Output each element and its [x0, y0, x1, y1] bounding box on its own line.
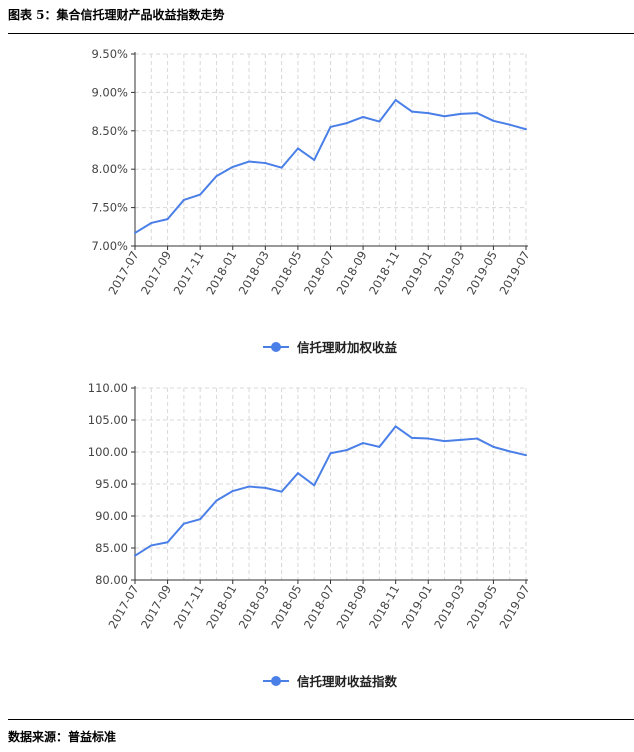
chart1-x-tick-label: 2017-11 [171, 249, 207, 298]
chart1-y-tick-label: 8.50% [91, 124, 128, 138]
chart2-data-point [362, 442, 365, 445]
chart2-data-point [427, 437, 430, 440]
chart2-data-point [280, 490, 283, 493]
chart2-data-point [378, 445, 381, 448]
chart2-data-point [231, 490, 234, 493]
chart1-data-point [427, 112, 430, 115]
chart2-data-point [248, 485, 251, 488]
chart2-x-tick-label: 2017-09 [138, 583, 174, 632]
chart1-data-point [378, 120, 381, 123]
chart1-x-tick-label: 2018-11 [366, 249, 402, 298]
chart1-data-point [280, 166, 283, 169]
chart2-data-point [264, 486, 267, 489]
chart2-x-tick-label: 2018-05 [268, 583, 304, 632]
chart1-x-tick-label: 2019-01 [399, 249, 435, 298]
chart1-x-tick-label: 2018-03 [236, 249, 272, 298]
chart2-y-tick-label: 100.00 [88, 445, 128, 459]
chart1-x-tick-label: 2018-01 [203, 249, 239, 298]
index-line-chart: 80.00 85.00 90.00 95.00 100.00 105.00 110.00 20… [88, 381, 533, 689]
chart2-y-tick-label: 90.00 [95, 509, 128, 523]
chart1-x-tick-label: 2019-03 [431, 249, 467, 298]
chart1-x-tick-label: 2018-09 [334, 249, 370, 298]
chart1-x-tick-label: 2017-07 [105, 249, 141, 298]
chart2-x-tick-label: 2018-11 [366, 583, 402, 632]
chart2-data-point [492, 445, 495, 448]
chart1-data-point [166, 218, 169, 221]
top-rule [8, 33, 634, 34]
chart1-x-tick-label: 2019-05 [464, 248, 500, 297]
chart2-data-point [394, 425, 397, 428]
chart2-data-point [182, 522, 185, 525]
bottom-rule [8, 719, 634, 720]
chart2-data-point [296, 472, 299, 475]
chart2-y-tick-label: 105.00 [88, 413, 128, 427]
chart1-data-point [264, 162, 267, 165]
chart2-y-tick-label: 80.00 [95, 573, 128, 587]
chart1-x-tick-label: 2019-07 [496, 249, 532, 298]
chart2-data-point [150, 544, 153, 547]
chart1-data-point [508, 123, 511, 126]
chart1-data-point [248, 160, 251, 163]
chart1-data-point [134, 231, 136, 234]
chart1-data-point [443, 115, 446, 118]
chart2-data-point [215, 499, 218, 502]
data-source-note: 数据来源：普益标准 [8, 730, 117, 744]
chart1-data-point [199, 193, 202, 196]
chart1-data-point [296, 147, 299, 150]
chart2-data-point [166, 541, 169, 544]
chart1-data-point [362, 115, 365, 118]
chart2-data-point [525, 454, 527, 457]
chart1-y-tick-label: 9.50% [91, 47, 128, 61]
chart1-data-point [313, 158, 316, 161]
chart2-data-point [443, 440, 446, 443]
chart1-data-point [150, 221, 153, 224]
chart2-x-tick-label: 2019-05 [464, 583, 500, 632]
chart2-data-point [476, 437, 479, 440]
chart2-data-point [313, 484, 316, 487]
chart1-data-point [345, 122, 348, 125]
chart1-legend-label: 信托理财加权收益 [297, 340, 398, 355]
chart2-data-point [410, 436, 413, 439]
chart1-data-point [492, 119, 495, 122]
chart1-x-tick-label: 2017-09 [138, 249, 174, 298]
chart1-y-tick-label: 7.50% [91, 201, 128, 215]
chart1-data-point [476, 112, 479, 115]
chart2-data-point [345, 449, 348, 452]
chart1-data-point [329, 125, 332, 128]
chart1-x-tick-label: 2018-05 [268, 249, 304, 298]
chart1-data-point [215, 175, 218, 178]
chart2-x-tick-label: 2018-09 [334, 583, 370, 632]
chart2-y-tick-label: 95.00 [95, 477, 128, 491]
chart2-x-tick-label: 2019-07 [496, 583, 532, 632]
chart2-data-point [508, 450, 511, 453]
yield-line-chart: 7.00%7.50%8.00%8.50%9.00%9.50%2017-07201… [91, 47, 532, 355]
chart2-x-tick-label: 2019-03 [431, 583, 467, 632]
chart2-legend-label: 信托理财收益指数 [297, 674, 398, 689]
chart2-data-point [329, 452, 332, 455]
chart2-legend-marker [271, 676, 281, 686]
chart2-data-point [459, 438, 462, 441]
chart2-x-tick-label: 2019-01 [399, 583, 435, 632]
chart1-data-point [410, 110, 413, 113]
chart1-y-tick-label: 9.00% [91, 85, 128, 99]
chart1-x-tick-label: 2018-07 [301, 249, 337, 298]
chart2-x-tick-label: 2018-01 [203, 583, 239, 632]
chart2-y-tick-label: 85.00 [95, 541, 128, 555]
chart2-x-tick-label: 2017-11 [171, 583, 207, 632]
chart2-x-tick-label: 2018-03 [236, 583, 272, 632]
chart1-legend-marker [271, 342, 281, 352]
figure-title: 图表 5：集合信托理财产品收益指数走势 [8, 8, 225, 22]
chart2-x-tick-label: 2017-07 [105, 583, 141, 632]
chart1-data-point [182, 198, 185, 201]
chart2-data-point [134, 554, 136, 557]
chart1-data-point [394, 99, 397, 102]
chart1-data-point [459, 112, 462, 115]
chart2-x-tick-label: 2018-07 [301, 583, 337, 632]
chart1-y-tick-label: 7.00% [91, 239, 128, 253]
chart1-data-point [525, 128, 527, 131]
chart2-data-point [199, 518, 202, 521]
chart2-y-tick-label: 110.00 [88, 381, 128, 395]
chart1-data-point [231, 165, 234, 168]
chart1-y-tick-label: 8.00% [91, 162, 128, 176]
